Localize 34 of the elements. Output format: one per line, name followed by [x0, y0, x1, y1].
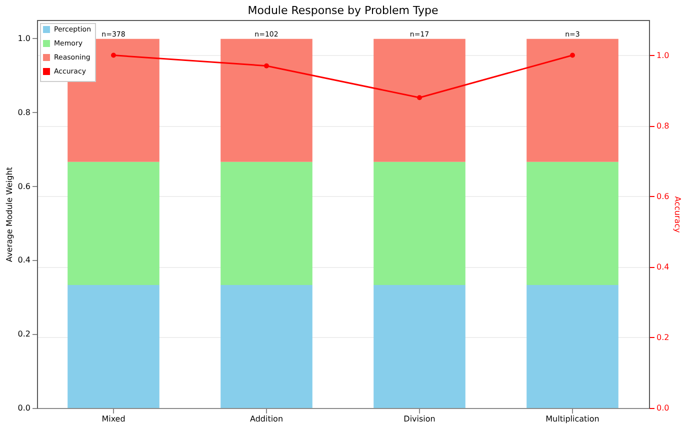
y-tick-label: 0.4	[18, 256, 30, 265]
y2-axis-title: Accuracy	[673, 196, 682, 234]
bar	[526, 284, 618, 408]
bar	[220, 284, 312, 408]
chart-title: Module Response by Problem Type	[248, 4, 439, 17]
y-axis-title: Average Module Weight	[4, 167, 14, 262]
y-tick-label: 0.0	[18, 404, 30, 412]
bar	[374, 162, 466, 285]
x-tick-label: Division	[404, 414, 436, 424]
bar	[68, 284, 160, 408]
bar	[526, 162, 618, 285]
bar	[526, 38, 618, 162]
y-tick-label: 0.6	[18, 182, 30, 191]
bar	[68, 162, 160, 285]
y2-tick-label: 0.4	[656, 262, 670, 272]
y-tick-label: 0.2	[18, 330, 30, 339]
x-tick-label: Mixed	[102, 414, 126, 424]
y2-tick-label: 1.0	[656, 50, 670, 60]
bar	[220, 162, 312, 285]
x-tick-label: Addition	[250, 414, 284, 424]
bar	[374, 284, 466, 408]
y2-tick-label: 0.2	[656, 332, 670, 342]
point	[417, 95, 422, 100]
point	[264, 63, 269, 68]
x-tick-label: Multiplication	[546, 414, 600, 424]
y-tick-label: 0.8	[18, 108, 30, 117]
point	[111, 52, 116, 58]
y2-tick-label: 0.8	[656, 121, 670, 130]
bar	[220, 38, 312, 162]
point	[570, 52, 575, 58]
y-tick-label: 1.0	[18, 34, 30, 43]
y2-tick-label: 0.6	[656, 192, 670, 201]
bar	[374, 38, 466, 162]
y2-tick-label: 0.0	[656, 404, 670, 412]
